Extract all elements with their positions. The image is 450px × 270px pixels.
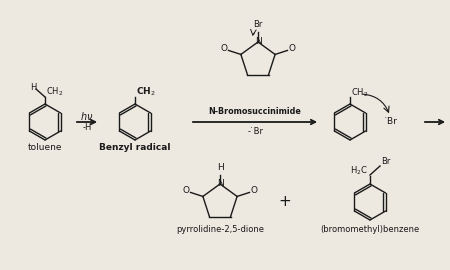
Text: CH$_2$: CH$_2$ bbox=[46, 86, 63, 98]
Text: N: N bbox=[216, 180, 223, 188]
Text: ̇Br: ̇Br bbox=[388, 117, 398, 127]
Text: CH$_2$: CH$_2$ bbox=[136, 86, 156, 98]
Text: toluene: toluene bbox=[28, 143, 62, 153]
Text: Br: Br bbox=[381, 157, 391, 167]
Text: +: + bbox=[279, 194, 292, 210]
Text: O: O bbox=[182, 186, 189, 195]
Text: O: O bbox=[220, 44, 227, 53]
Text: (bromomethyl)benzene: (bromomethyl)benzene bbox=[320, 225, 419, 235]
Text: $h\nu$: $h\nu$ bbox=[80, 110, 94, 122]
Text: H: H bbox=[30, 83, 36, 92]
Text: Benzyl radical: Benzyl radical bbox=[99, 143, 171, 153]
Text: - ̇Br: - ̇Br bbox=[248, 127, 262, 137]
Text: N-Bromosuccinimide: N-Bromosuccinimide bbox=[208, 107, 302, 116]
Text: -H: -H bbox=[82, 123, 92, 131]
Text: Br: Br bbox=[253, 20, 263, 29]
Text: CH$_2$: CH$_2$ bbox=[351, 87, 369, 99]
Text: pyrrolidine-2,5-dione: pyrrolidine-2,5-dione bbox=[176, 225, 264, 235]
Text: H$_2$C: H$_2$C bbox=[350, 165, 368, 177]
Text: H: H bbox=[216, 163, 223, 172]
Text: N: N bbox=[255, 38, 261, 46]
Text: O: O bbox=[289, 44, 296, 53]
Text: O: O bbox=[251, 186, 258, 195]
